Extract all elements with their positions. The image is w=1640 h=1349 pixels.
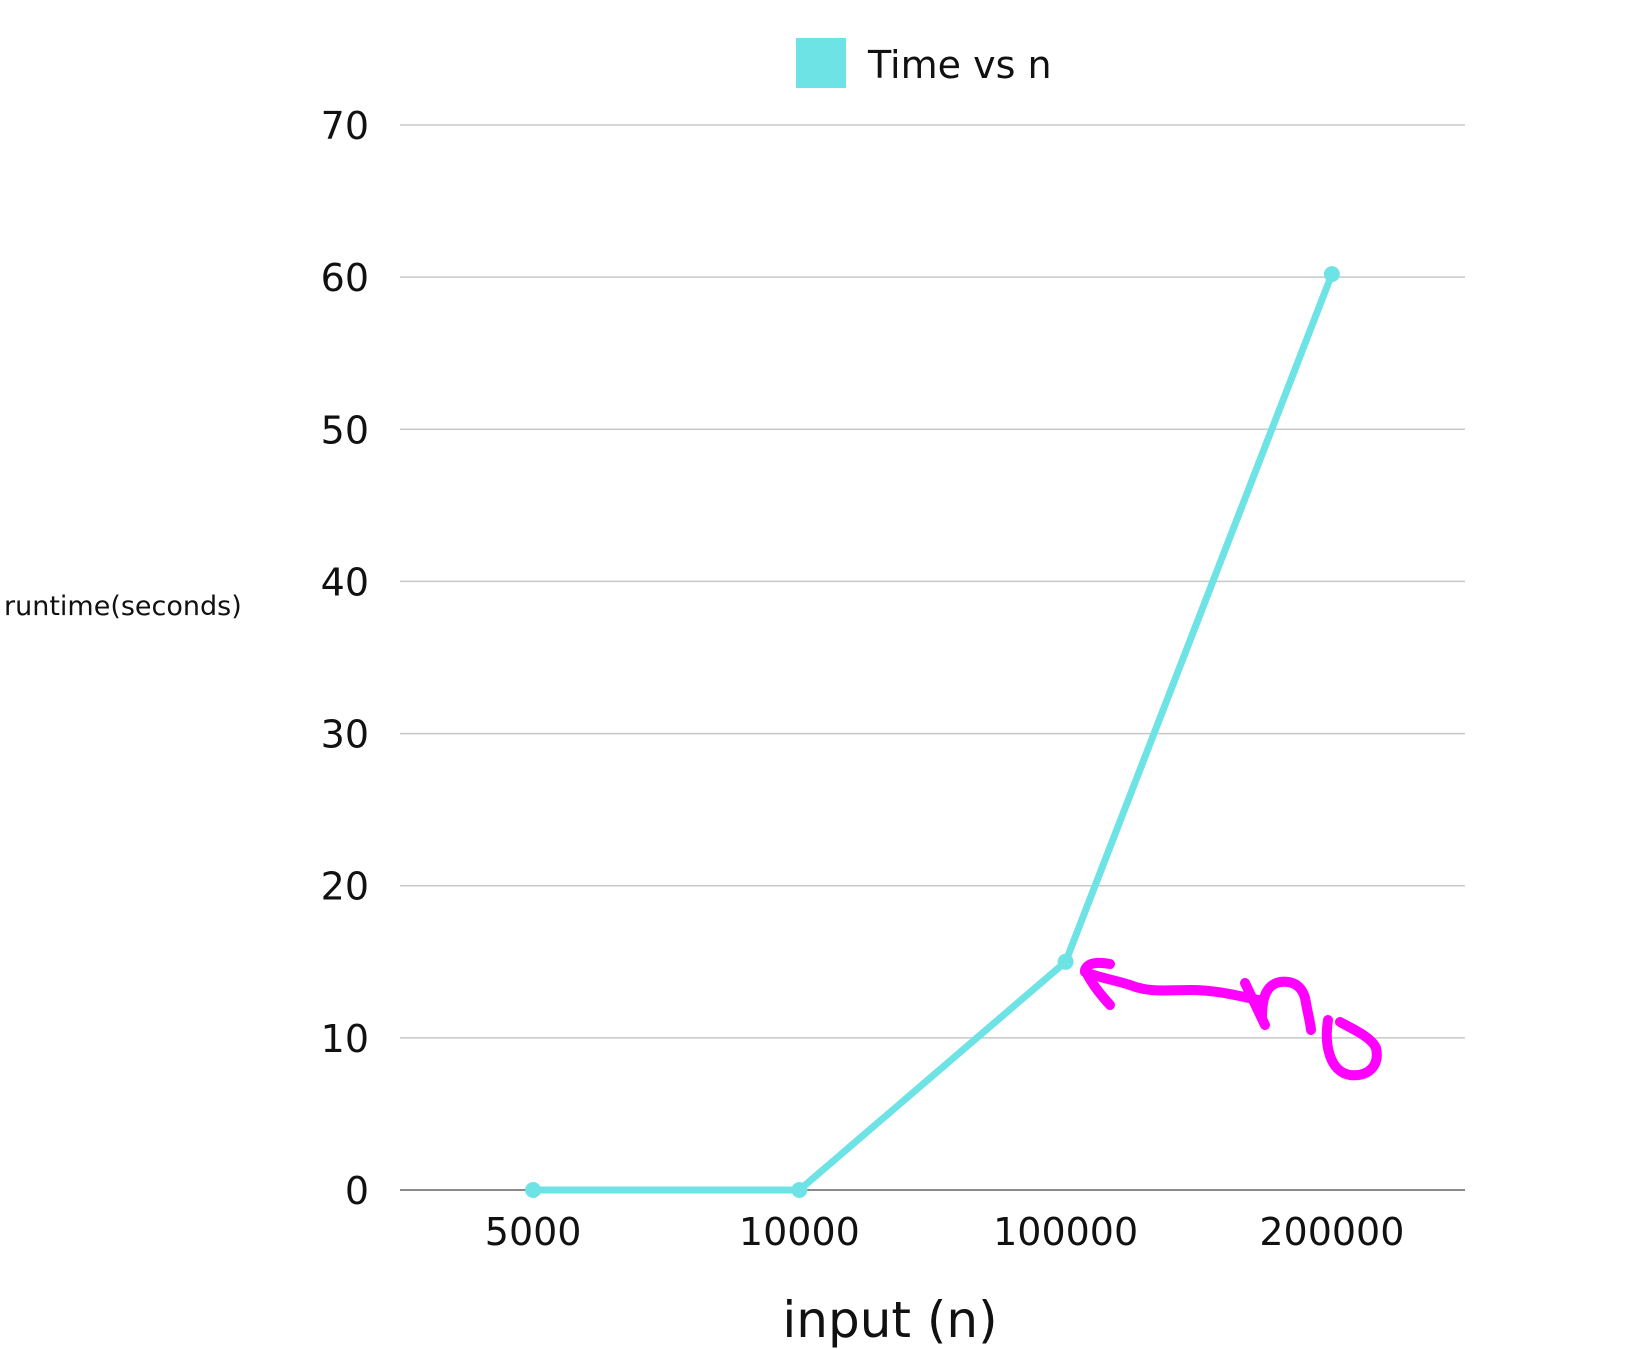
data-point	[1057, 953, 1074, 970]
y-tick-label: 60	[321, 256, 369, 300]
series-line	[529, 270, 1336, 1194]
annotation-letter-o	[1321, 1015, 1382, 1081]
y-tick-label: 70	[321, 104, 369, 148]
x-axis-ticks: 5000 10000 100000 200000	[485, 1210, 1405, 1254]
y-axis-title: runtime(seconds)	[4, 591, 242, 622]
annotation-arrow-shaft	[1080, 967, 1263, 1005]
y-tick-label: 20	[321, 865, 369, 909]
y-tick-label: 30	[321, 713, 369, 757]
legend: Time vs n	[796, 38, 1052, 88]
x-tick-label: 100000	[993, 1210, 1138, 1254]
data-point	[525, 1182, 542, 1198]
y-tick-label: 50	[321, 408, 369, 452]
y-tick-label: 0	[345, 1169, 369, 1213]
x-tick-label: 200000	[1259, 1210, 1404, 1254]
x-axis-title: input (n)	[782, 1291, 997, 1349]
gridlines	[400, 124, 1465, 1191]
data-point	[1323, 266, 1340, 283]
legend-swatch	[796, 38, 846, 88]
x-tick-label: 10000	[739, 1210, 860, 1254]
legend-label: Time vs n	[867, 43, 1052, 87]
data-point	[791, 1182, 808, 1198]
y-tick-label: 10	[321, 1017, 369, 1061]
handwritten-no-annotation	[1080, 957, 1382, 1081]
x-tick-label: 5000	[485, 1210, 582, 1254]
series-group	[525, 266, 1340, 1198]
annotation-arrow-head	[1080, 957, 1115, 1010]
annotation-letter-n	[1240, 976, 1316, 1035]
y-axis-ticks: 0 10 20 30 40 50 60 70	[321, 104, 369, 1213]
y-tick-label: 40	[321, 560, 369, 604]
